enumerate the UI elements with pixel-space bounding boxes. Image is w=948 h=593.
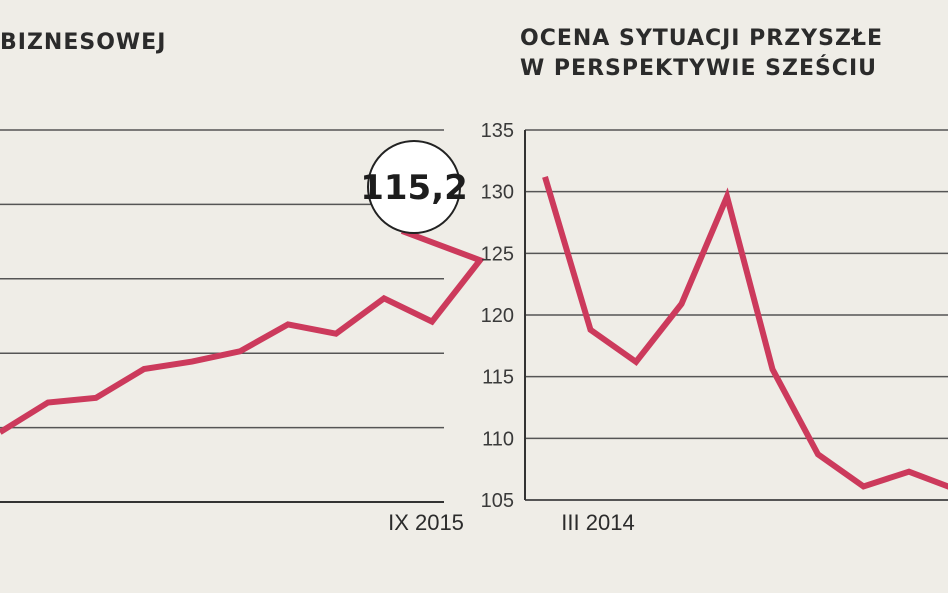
- right-chart-title: OCENA SYTUACJI PRZYSZŁE W PERSPEKTYWIE S…: [520, 24, 883, 84]
- callout-circle: [367, 140, 461, 234]
- y-tick-label: 110: [482, 428, 514, 450]
- right-title-line-1: OCENA SYTUACJI PRZYSZŁE: [520, 26, 884, 51]
- left-callout: 115,2: [360, 140, 468, 234]
- right-gridlines: [525, 129, 948, 501]
- y-tick-label: 135: [481, 120, 514, 142]
- right-x-start-label: III 2014: [561, 510, 634, 535]
- y-tick-label: 120: [481, 305, 514, 327]
- right-title-line-2: W PERSPEKTYWIE SZEŚCIU: [520, 56, 878, 81]
- left-chart-title: BIZNESOWEJ: [0, 28, 166, 58]
- y-tick-label: 130: [481, 182, 514, 204]
- right-line-chart: 135 130 125 120 115 110 105 III 2014: [481, 120, 948, 535]
- y-tick-label: 125: [481, 243, 514, 265]
- right-series-line: [542, 176, 948, 490]
- left-x-end-label: IX 2015: [388, 510, 464, 535]
- y-tick-label: 105: [481, 490, 514, 512]
- y-tick-label: 115: [482, 367, 514, 389]
- right-y-tick-labels: 135 130 125 120 115 110 105: [481, 120, 514, 512]
- callout-value: 115,2: [360, 168, 468, 208]
- left-series-line: [0, 228, 485, 435]
- left-line-chart: 115,2 IX 2015: [0, 129, 485, 535]
- left-title-line-1: BIZNESOWEJ: [0, 30, 167, 55]
